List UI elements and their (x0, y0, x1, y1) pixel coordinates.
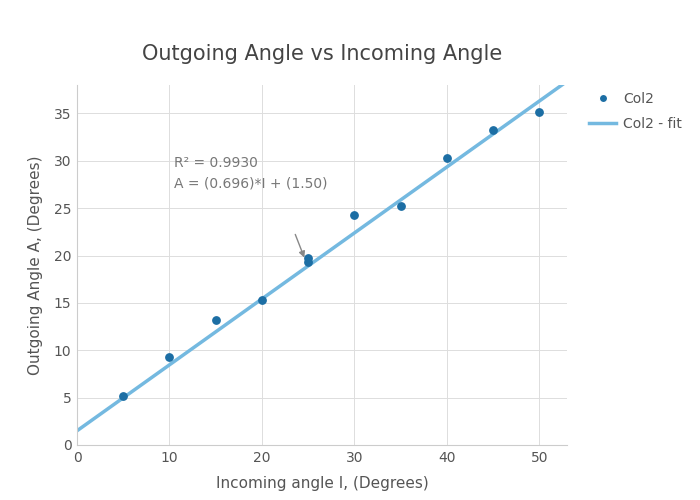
Point (441, 154, 452, 162)
Point (302, 258, 314, 266)
Y-axis label: Outgoing Angle A, (Degrees): Outgoing Angle A, (Degrees) (28, 155, 43, 375)
Point (164, 353, 175, 361)
Point (210, 316, 221, 324)
Title: Outgoing Angle vs Incoming Angle: Outgoing Angle vs Incoming Angle (142, 44, 502, 64)
Point (256, 296, 267, 304)
Point (533, 108, 545, 116)
Point (118, 392, 129, 400)
Legend: Col2, Col2 - fit: Col2, Col2 - fit (589, 92, 682, 131)
Point (349, 211, 360, 219)
Point (487, 126, 498, 134)
Point (302, 254, 314, 262)
X-axis label: Incoming angle I, (Degrees): Incoming angle I, (Degrees) (216, 476, 428, 490)
Text: R² = 0.9930
A = (0.696)*I + (1.50): R² = 0.9930 A = (0.696)*I + (1.50) (174, 156, 328, 190)
Point (395, 202, 406, 210)
